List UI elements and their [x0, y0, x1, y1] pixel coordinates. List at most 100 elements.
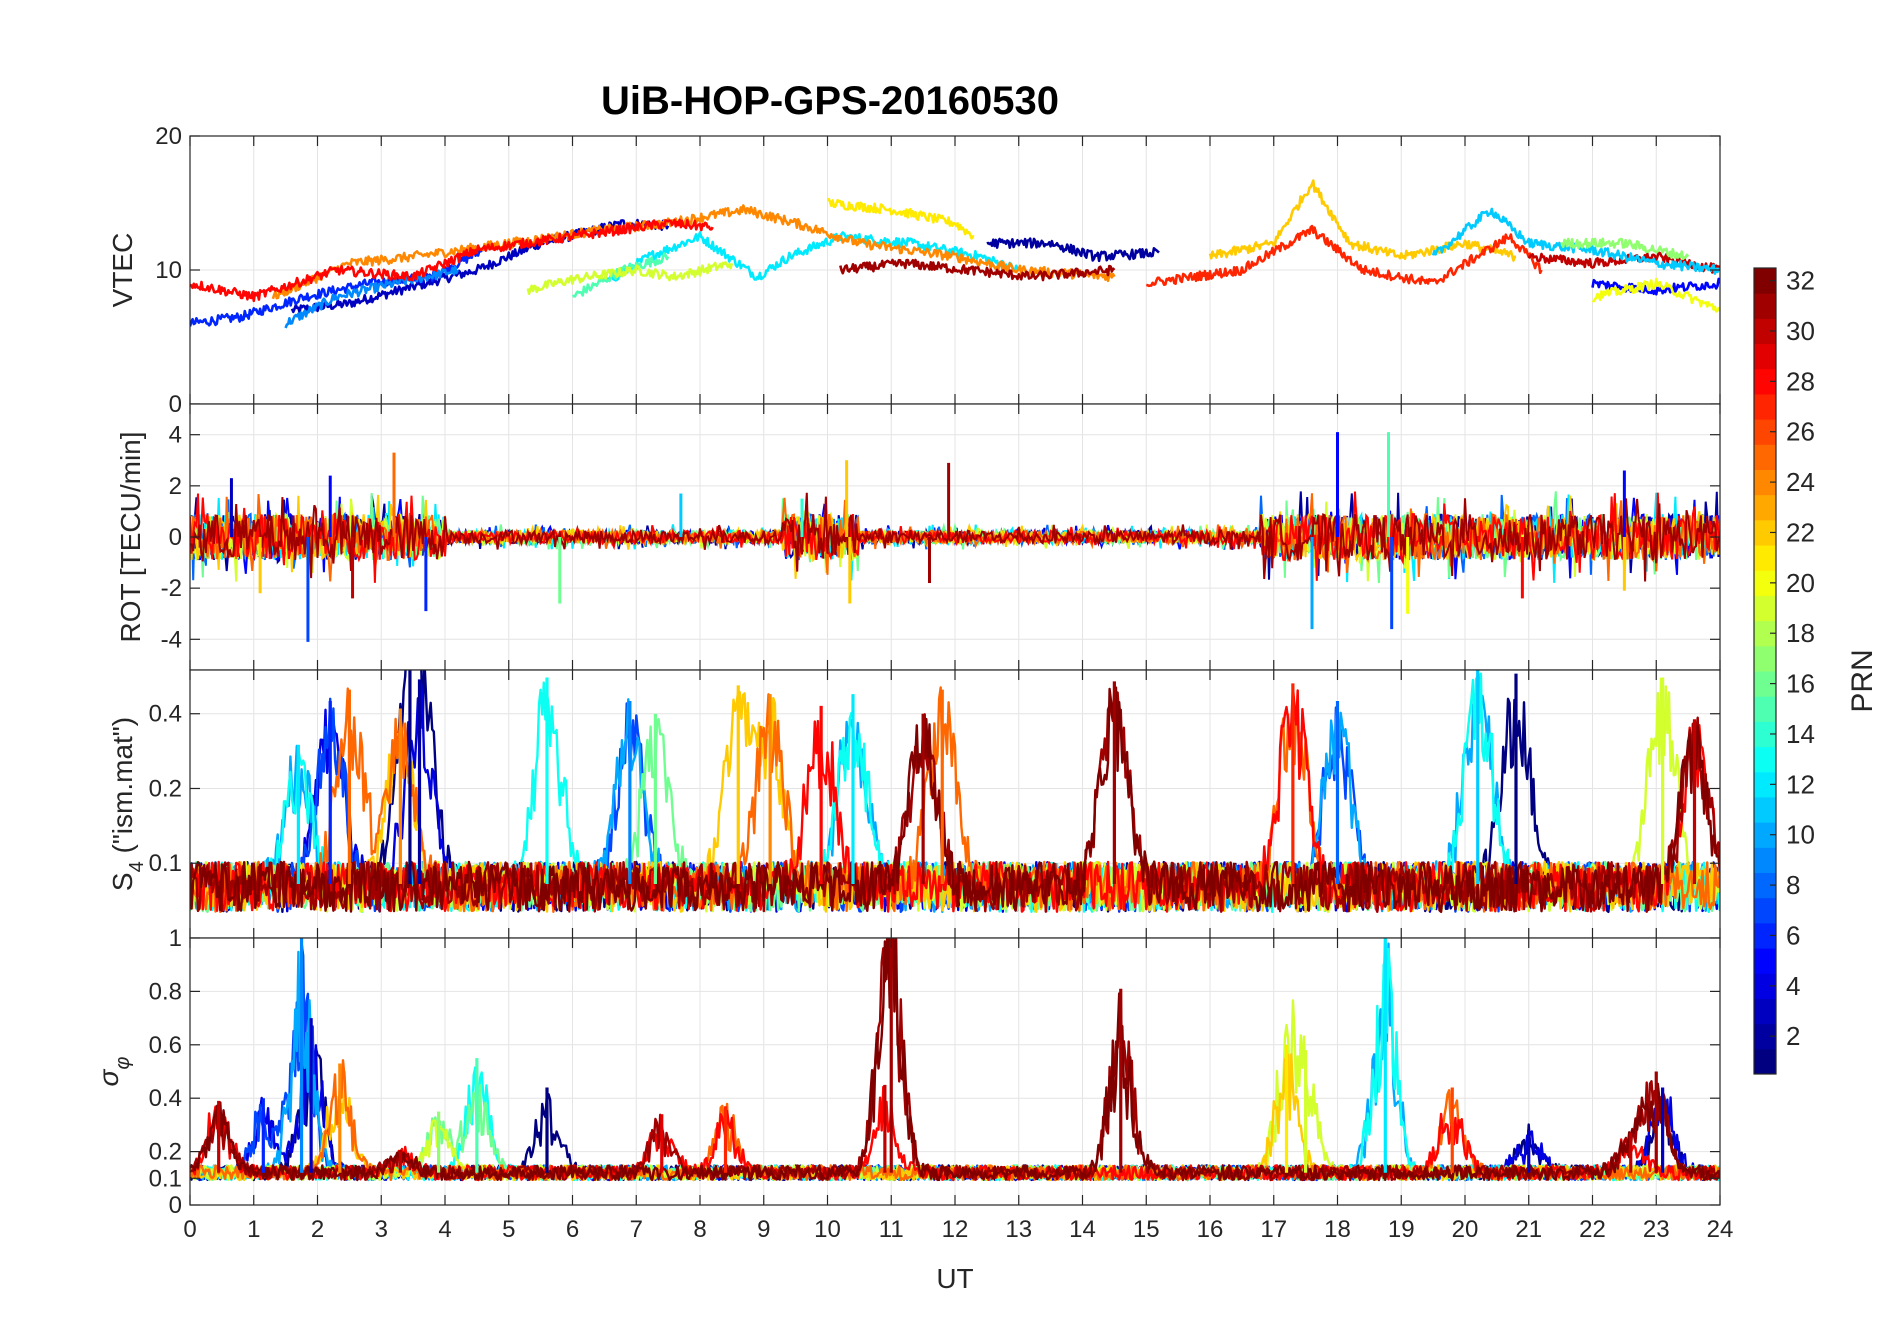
x-tick-label: 6: [566, 1216, 579, 1243]
colorbar-tick-label: 26: [1786, 417, 1815, 447]
y-tick-label: 0.1: [149, 850, 182, 877]
colorbar-swatch: [1754, 998, 1776, 1025]
y-tick-label: 0: [169, 1192, 182, 1219]
colorbar-swatch: [1754, 822, 1776, 848]
grid-rot: [189, 404, 1721, 670]
vtec-series-prn-19: [526, 261, 734, 295]
colorbar-tick-label: 2: [1786, 1021, 1800, 1051]
y-tick-label: 0.6: [149, 1032, 182, 1059]
panel-s4: 0.1 0.2 0.4S4 ("ism.mat"): [107, 669, 1721, 939]
colorbar-tick-label: 4: [1786, 971, 1800, 1001]
panel-rot: -4 -2 0 2 4 ROT [TECU/min]: [115, 403, 1721, 671]
y-tick-label: 1: [169, 925, 182, 952]
x-tick-label: 18: [1324, 1216, 1351, 1243]
colorbar-swatch: [1754, 570, 1776, 596]
colorbar-swatch: [1754, 620, 1776, 647]
y-axis-label-vtec: VTEC: [107, 233, 138, 308]
colorbar-label: PRN: [1846, 649, 1879, 712]
y-tick-label: -4: [161, 626, 182, 653]
x-tick-label: 15: [1133, 1216, 1160, 1243]
colorbar-swatch: [1754, 419, 1776, 445]
vtec-series-prn-20: [1591, 277, 1720, 313]
colorbar-tick-label: 14: [1786, 719, 1815, 749]
colorbar-swatch: [1754, 368, 1776, 395]
x-tick-label: 19: [1388, 1216, 1415, 1243]
colorbar-tick-label: 30: [1786, 316, 1815, 346]
vtec-series-prn-22: [1208, 179, 1517, 262]
colorbar-box: [1753, 267, 1777, 1075]
vtec-series-prn-17: [1560, 237, 1690, 261]
x-tick-label: 23: [1643, 1216, 1670, 1243]
colorbar-swatch: [1754, 645, 1776, 672]
x-tick-label: 11: [879, 1216, 904, 1243]
series-vtec: [190, 179, 1720, 329]
x-tick-label: 20: [1452, 1216, 1479, 1243]
colorbar-tick-label: 32: [1786, 266, 1815, 296]
colorbar-swatch: [1754, 494, 1776, 521]
y-tick-label: 0: [169, 524, 182, 551]
rot-series-prn-31: [190, 492, 1720, 582]
vtec-series-prn-21: [827, 197, 975, 240]
colorbar-tick-label: 18: [1786, 618, 1815, 648]
x-tick-label: 21: [1515, 1216, 1542, 1243]
colorbar-swatch: [1754, 393, 1776, 420]
vtec-series-prn-2: [986, 237, 1160, 263]
panel-sigma_phi: 00.10.2 0.4 0.6 0.8 1 σφ: [93, 925, 1721, 1219]
x-tick-label: 14: [1069, 1216, 1096, 1243]
x-tick-label: 24: [1707, 1216, 1734, 1243]
y-tick-label: 0.4: [149, 701, 182, 728]
colorbar-swatch: [1754, 1048, 1776, 1075]
colorbar-swatch: [1754, 771, 1776, 798]
vtec-series-prn-24: [271, 204, 1116, 300]
colorbar-swatch: [1754, 746, 1776, 773]
colorbar-swatch: [1754, 1023, 1776, 1050]
x-tick-label: 13: [1005, 1216, 1032, 1243]
colorbar-swatch: [1754, 973, 1776, 999]
x-axis-label: UT: [936, 1263, 973, 1294]
y-tick-label: 0.1: [149, 1165, 182, 1192]
x-tick-label: 22: [1579, 1216, 1606, 1243]
x-tick-label: 2: [311, 1216, 324, 1243]
y-tick-label: 0.8: [149, 978, 182, 1005]
colorbar-swatch: [1754, 318, 1776, 345]
y-tick-label: 0.4: [149, 1085, 182, 1112]
y-tick-label: 0.2: [149, 1139, 182, 1166]
series-sigma_phi: [190, 938, 1720, 1182]
colorbar-swatch: [1754, 293, 1776, 319]
vtec-series-prn-30: [1527, 251, 1720, 274]
colorbar-tick-label: 8: [1786, 870, 1800, 900]
colorbar-swatch: [1754, 444, 1776, 470]
x-tick-label: 5: [502, 1216, 515, 1243]
sigma_phi-series-prn-32: [190, 938, 1720, 1182]
colorbar-swatch: [1754, 872, 1776, 899]
colorbar-swatch: [1754, 922, 1776, 949]
vtec-series-prn-31: [839, 258, 1116, 282]
series-s4: [190, 670, 1720, 913]
colorbar-tick-label: 12: [1786, 769, 1815, 799]
colorbar-swatch: [1754, 796, 1776, 823]
y-tick-label: 4: [169, 422, 182, 449]
chart-title: UiB-HOP-GPS-20160530: [601, 79, 1059, 123]
colorbar-swatch: [1754, 847, 1776, 873]
vtec-series-prn-9: [284, 265, 459, 329]
series-rot: [190, 432, 1720, 642]
colorbar-swatch: [1754, 948, 1776, 974]
y-tick-label: 20: [155, 123, 182, 150]
s4-series-prn-32: [190, 686, 1720, 913]
colorbar-swatch: [1754, 721, 1776, 748]
x-tick-label: 16: [1197, 1216, 1224, 1243]
colorbar-tick-label: 28: [1786, 366, 1815, 396]
x-tick-label: 1: [247, 1216, 260, 1243]
y-tick-label: 0.2: [149, 775, 182, 802]
colorbar-swatch: [1754, 696, 1776, 722]
colorbar-swatch: [1754, 519, 1776, 546]
x-tick-label: 8: [693, 1216, 706, 1243]
y-axis-label-s4: S4 ("ism.mat"): [107, 717, 148, 891]
vtec-series-prn-27: [1146, 224, 1543, 288]
colorbar-tick-label: 10: [1786, 820, 1815, 850]
x-tick-label: 4: [438, 1216, 451, 1243]
colorbar-swatch: [1754, 545, 1776, 571]
colorbar-tick-label: 20: [1786, 568, 1815, 598]
colorbar-swatch: [1754, 671, 1776, 697]
